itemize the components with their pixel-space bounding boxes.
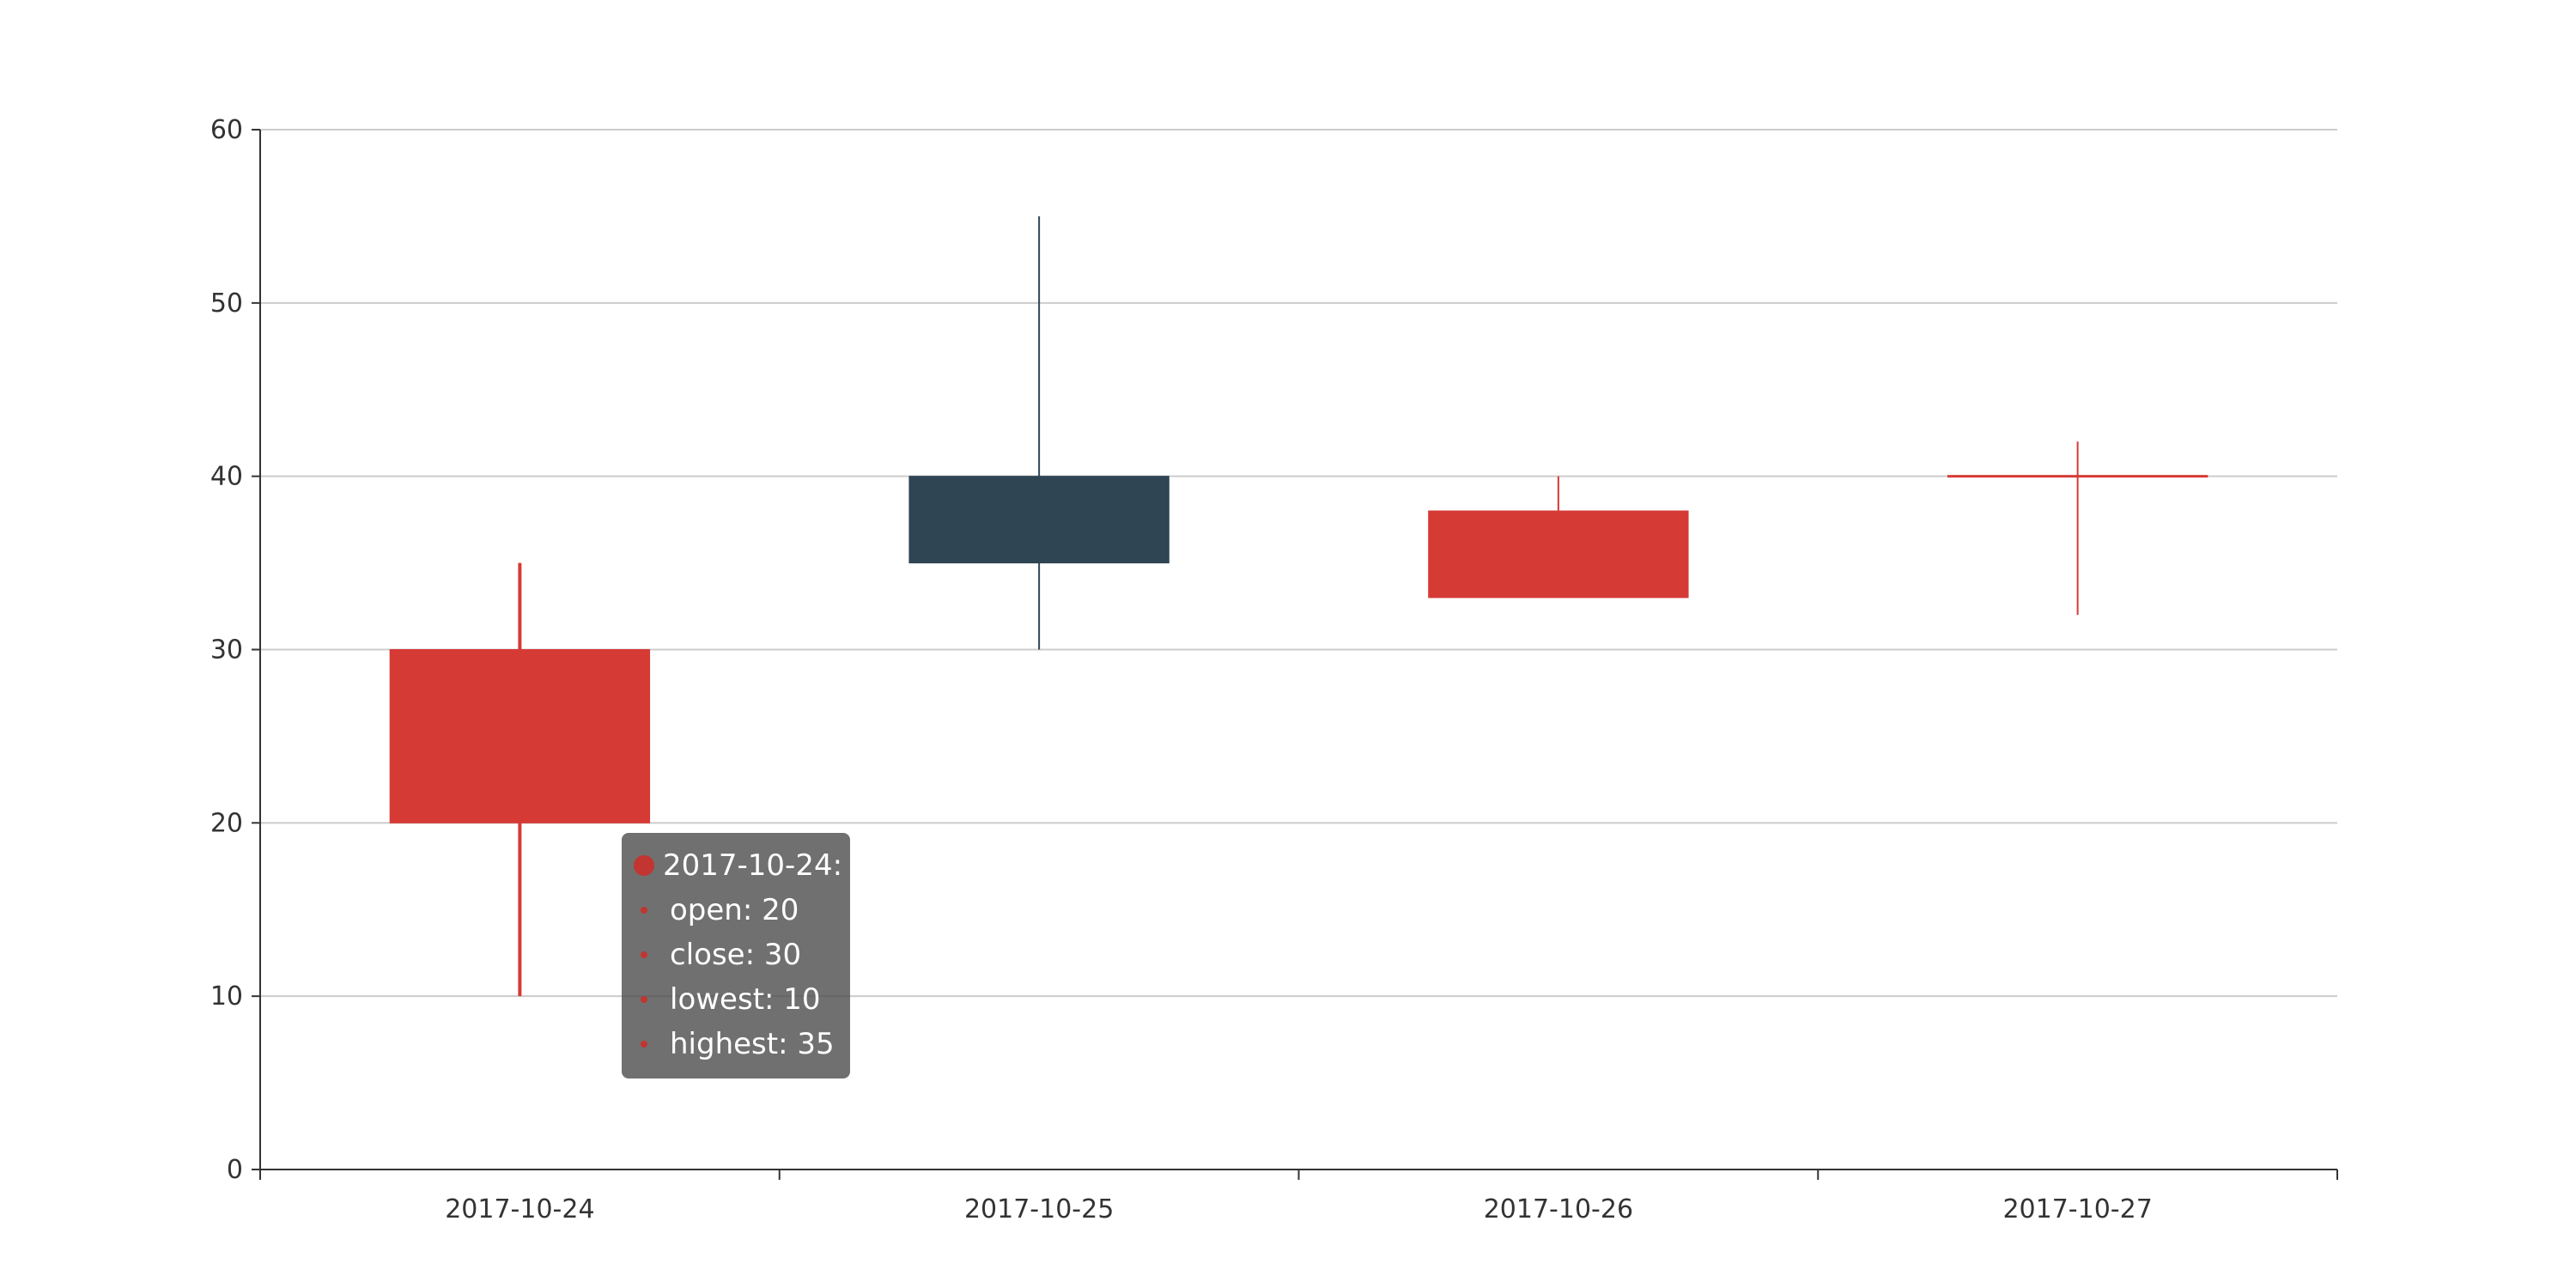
grid-lines xyxy=(260,129,2337,998)
y-tick-label: 30 xyxy=(210,635,243,665)
candle-body xyxy=(389,649,651,823)
tooltip-title: 2017-10-24: xyxy=(663,848,843,883)
y-tick-label: 60 xyxy=(210,115,243,145)
tooltip-marker xyxy=(634,855,654,876)
tooltip-item-marker xyxy=(641,996,647,1003)
tooltip-item-lowest: lowest: 10 xyxy=(634,977,850,1022)
tooltip-item-marker xyxy=(641,1041,647,1048)
y-tick-label: 0 xyxy=(227,1155,243,1185)
tooltip-title-row: 2017-10-24: xyxy=(634,843,850,888)
y-tick-label: 20 xyxy=(210,808,243,838)
chart-tooltip: 2017-10-24: open: 20 close: 30 lowest: 1… xyxy=(622,833,850,1078)
y-tick-label: 10 xyxy=(210,981,243,1012)
candle-2017-10-27 xyxy=(1947,441,2208,616)
candles xyxy=(389,216,2208,997)
tooltip-item-close: close: 30 xyxy=(634,933,850,977)
tooltip-item-label: lowest: 10 xyxy=(670,982,821,1017)
axes: 0 10 20 30 40 50 60 2017-10-24 2017-10-25 2017-10… xyxy=(210,115,2338,1224)
x-tick-label: 2017-10-27 xyxy=(2002,1194,2152,1224)
x-tick-label: 2017-10-24 xyxy=(445,1194,594,1224)
tooltip-item-label: close: 30 xyxy=(670,938,802,972)
tooltip-item-marker xyxy=(641,907,647,914)
x-tick-label: 2017-10-26 xyxy=(1484,1194,1633,1224)
y-tick-label: 40 xyxy=(210,462,243,492)
tooltip-item-marker xyxy=(641,951,647,958)
candle-body xyxy=(908,476,1170,564)
tooltip-item-label: open: 20 xyxy=(670,893,799,927)
x-tick-label: 2017-10-25 xyxy=(964,1194,1114,1224)
candle-2017-10-24 xyxy=(389,562,651,997)
candle-body xyxy=(1428,510,1689,598)
candle-body xyxy=(1947,475,2208,478)
tooltip-item-highest: highest: 35 xyxy=(634,1022,850,1066)
tooltip-item-label: highest: 35 xyxy=(670,1027,835,1061)
candle-2017-10-26 xyxy=(1428,476,1689,598)
tooltip-item-open: open: 20 xyxy=(634,888,850,933)
y-tick-label: 50 xyxy=(210,289,243,319)
candle-2017-10-25 xyxy=(908,216,1170,650)
